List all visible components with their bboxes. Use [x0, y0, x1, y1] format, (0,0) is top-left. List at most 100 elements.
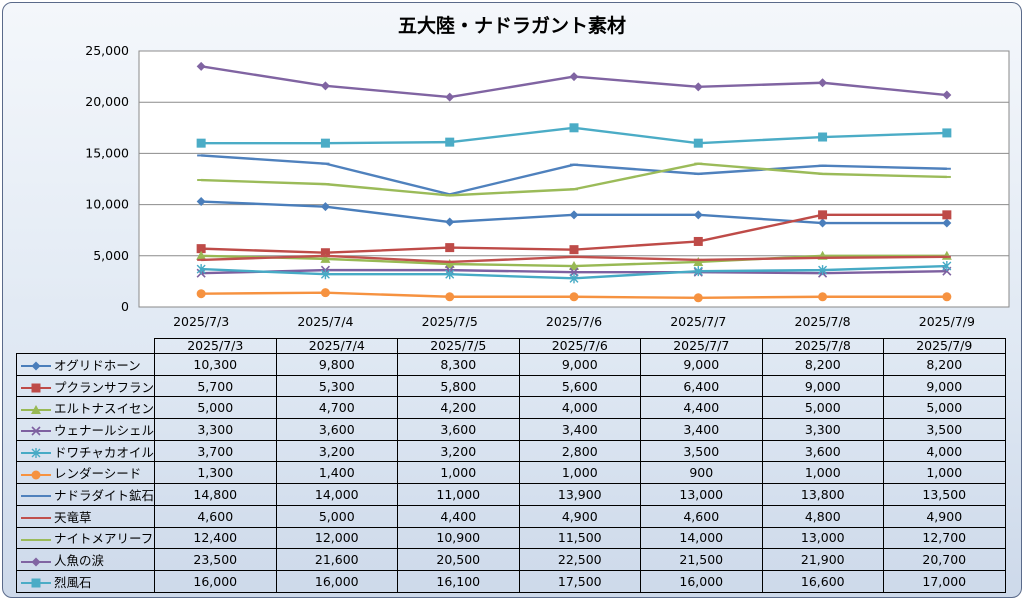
data-point — [818, 78, 828, 88]
data-point — [196, 264, 206, 275]
table-cell: 13,800 — [761, 483, 885, 506]
series-5 — [196, 261, 952, 284]
table-header-cell: 2025/7/8 — [761, 338, 885, 354]
table-cell: 3,600 — [761, 439, 885, 463]
series-legend-cell: レンダーシード — [15, 461, 156, 485]
table-row: ナイトメアリーフ 12,400 12,000 10,900 11,500 14,000 13… — [15, 526, 1006, 550]
data-point — [196, 250, 207, 260]
data-point — [445, 269, 455, 280]
y-tick-label: 5,000 — [93, 248, 129, 263]
legend-key-icon — [21, 361, 51, 371]
table-cell: 14,000 — [640, 526, 763, 550]
table-row: 人魚の涙 23,500 21,600 20,500 22,500 21,500 21,900… — [15, 548, 1006, 571]
table-cell: 6,400 — [640, 374, 763, 398]
table-cell: 2,800 — [518, 439, 642, 463]
table-row: 烈風石 16,000 16,000 16,100 17,500 16,000 16,600 1… — [15, 569, 1006, 593]
series-10 — [196, 61, 952, 102]
data-point — [320, 81, 330, 91]
data-point — [196, 244, 206, 254]
table-cell: 11,500 — [518, 526, 642, 550]
y-tick-label: 20,000 — [85, 94, 129, 109]
data-point — [320, 288, 330, 298]
data-point — [569, 210, 579, 220]
table-cell: 9,000 — [518, 353, 642, 376]
data-point — [818, 265, 828, 276]
y-tick-label: 10,000 — [85, 197, 129, 212]
line-chart: 0 5,000 10,000 15,000 20,000 25,000 2025/7/3 20… — [85, 43, 1010, 329]
legend-key-icon — [21, 557, 51, 567]
data-point — [693, 210, 703, 220]
table-cell: 3,300 — [154, 418, 277, 441]
data-point — [569, 245, 579, 255]
table-cell: 5,800 — [397, 374, 520, 398]
table-cell: 21,600 — [275, 548, 399, 571]
data-point — [942, 218, 952, 228]
data-point — [569, 123, 579, 133]
data-point — [942, 210, 952, 220]
table-cell: 4,400 — [397, 504, 520, 528]
table-cell: 1,000 — [883, 461, 1006, 485]
data-point — [818, 218, 828, 228]
table-cell: 20,500 — [397, 548, 520, 571]
legend-key-icon — [21, 404, 51, 414]
table-cell: 20,700 — [883, 548, 1006, 571]
data-point — [445, 243, 455, 253]
table-cell: 21,900 — [761, 548, 885, 571]
y-tick-label: 0 — [121, 299, 129, 314]
table-cell: 9,000 — [761, 374, 885, 398]
table-cell: 16,000 — [154, 569, 277, 593]
table-cell: 14,800 — [154, 483, 277, 506]
table-cell: 12,400 — [154, 526, 277, 550]
y-tick-label: 15,000 — [85, 145, 129, 160]
table-cell: 16,000 — [640, 569, 763, 593]
table-cell: 3,300 — [761, 418, 885, 441]
table-cell: 8,200 — [883, 353, 1006, 376]
x-tick-label: 2025/7/8 — [795, 314, 851, 329]
table-cell: 5,000 — [154, 396, 277, 420]
data-point — [320, 269, 330, 280]
series-8 — [197, 254, 951, 264]
data-point — [693, 138, 703, 148]
series-11 — [196, 123, 952, 148]
data-point — [693, 236, 703, 246]
data-point — [569, 72, 579, 82]
legend-key-icon — [21, 426, 51, 436]
table-cell: 5,000 — [883, 396, 1006, 420]
table-cell: 4,200 — [397, 396, 520, 420]
data-point — [445, 292, 455, 302]
data-point — [196, 289, 206, 299]
table-header-cell: 2025/7/7 — [640, 338, 763, 354]
y-tick-label: 25,000 — [85, 43, 129, 58]
data-table: 2025/7/3 2025/7/4 2025/7/5 2025/7/6 2025/7/7… — [15, 338, 1006, 593]
table-cell: 12,700 — [883, 526, 1006, 550]
data-point — [569, 292, 579, 302]
data-point — [942, 90, 952, 100]
series-name: ウェナールシェル — [54, 422, 155, 438]
legend-key-icon — [21, 383, 51, 393]
table-cell: 5,700 — [154, 374, 277, 398]
table-cell: 3,200 — [275, 439, 399, 463]
table-cell: 3,500 — [883, 418, 1006, 441]
table-row: ウェナールシェル 3,300 3,600 3,600 3,400 3,400 3,300 3,… — [15, 418, 1006, 441]
data-point — [693, 256, 704, 266]
series-name: レンダーシード — [54, 466, 142, 482]
table-cell: 1,400 — [275, 461, 399, 485]
table-header-cell: 2025/7/6 — [518, 338, 642, 354]
table-cell: 14,000 — [275, 483, 399, 506]
table-cell: 4,800 — [761, 504, 885, 528]
table-cell: 10,900 — [397, 526, 520, 550]
legend-key-icon — [21, 470, 51, 480]
series-legend-cell: オグリドホーン — [15, 353, 156, 376]
table-cell: 4,600 — [154, 504, 277, 528]
table-corner — [16, 338, 156, 354]
data-point — [320, 202, 330, 212]
data-point — [444, 258, 455, 268]
table-cell: 5,000 — [275, 504, 399, 528]
x-tick-label: 2025/7/6 — [546, 314, 602, 329]
series-1 — [196, 197, 952, 228]
table-header-row: 2025/7/3 2025/7/4 2025/7/5 2025/7/6 2025/7/7… — [16, 338, 1006, 354]
data-point — [693, 266, 703, 277]
table-cell: 17,000 — [883, 569, 1006, 593]
table-cell: 1,000 — [518, 461, 642, 485]
table-cell: 9,000 — [640, 353, 763, 376]
